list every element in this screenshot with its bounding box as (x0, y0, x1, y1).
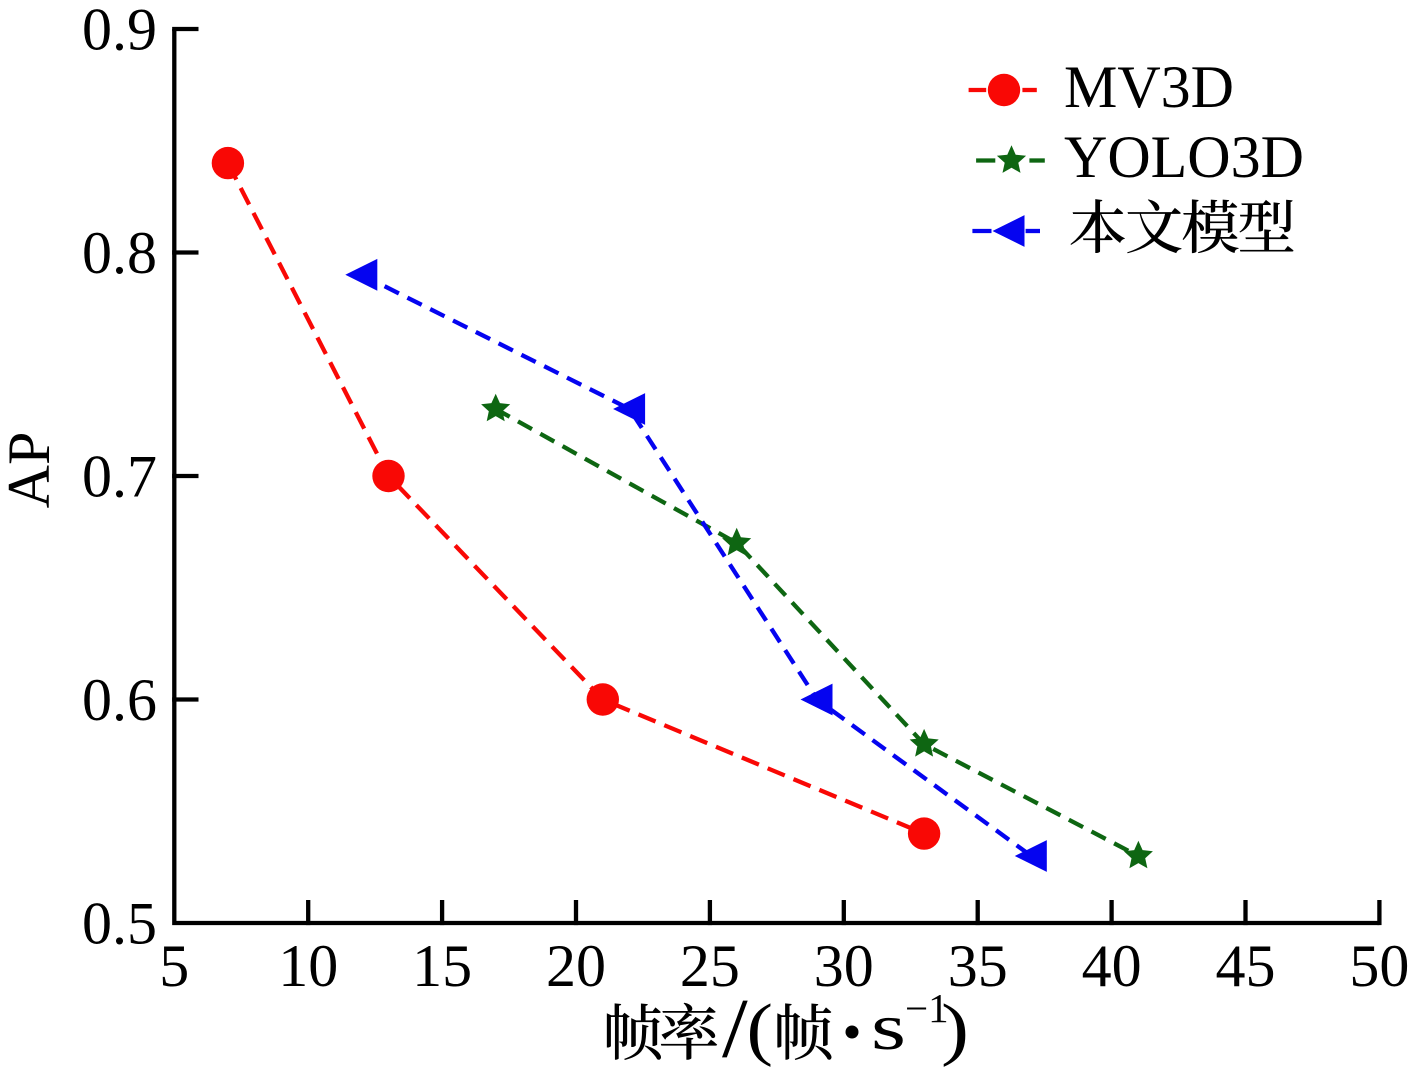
svg-text:40: 40 (1082, 933, 1142, 999)
svg-text:20: 20 (546, 933, 606, 999)
svg-text:0.5: 0.5 (82, 891, 157, 957)
svg-text:35: 35 (948, 933, 1008, 999)
svg-text:0.6: 0.6 (82, 667, 157, 733)
svg-text:30: 30 (814, 933, 874, 999)
svg-text:45: 45 (1216, 933, 1276, 999)
svg-text:15: 15 (412, 933, 472, 999)
svg-text:(: ( (747, 991, 774, 1068)
svg-text:AP: AP (0, 432, 62, 509)
svg-text:MV3D: MV3D (1064, 54, 1234, 120)
svg-text:25: 25 (680, 933, 740, 999)
svg-text:50: 50 (1349, 933, 1408, 999)
svg-text:5: 5 (159, 933, 189, 999)
svg-text:): ) (941, 991, 969, 1068)
svg-text:0.7: 0.7 (82, 444, 157, 510)
svg-text:−1: −1 (905, 985, 949, 1031)
svg-text:10: 10 (278, 933, 338, 999)
svg-text:0.8: 0.8 (82, 220, 157, 286)
svg-text:s: s (871, 991, 906, 1064)
svg-text:YOLO3D: YOLO3D (1064, 124, 1304, 190)
svg-text:0.9: 0.9 (82, 0, 157, 63)
